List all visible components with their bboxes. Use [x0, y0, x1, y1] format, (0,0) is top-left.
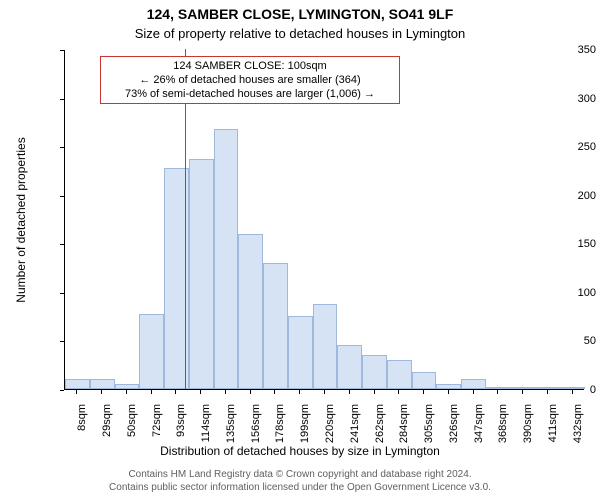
y-tick-label: 250 [540, 141, 596, 153]
x-tick-label: 432sqm [572, 404, 584, 454]
x-tick-label: 241sqm [349, 404, 361, 454]
attribution-text: Contains HM Land Registry data © Crown c… [0, 469, 600, 494]
histogram-bar [461, 379, 486, 389]
x-tick-mark [349, 390, 350, 394]
y-tick-label: 350 [540, 44, 596, 56]
x-tick-mark [522, 390, 523, 394]
y-tick-label: 150 [540, 238, 596, 250]
x-tick-mark [274, 390, 275, 394]
x-tick-label: 199sqm [299, 404, 311, 454]
x-tick-label: 8sqm [76, 404, 88, 454]
y-tick-label: 50 [540, 335, 596, 347]
x-tick-label: 368sqm [497, 404, 509, 454]
histogram-bar [436, 384, 461, 389]
histogram-bar [412, 372, 437, 389]
x-tick-label: 156sqm [250, 404, 262, 454]
y-tick-mark [60, 99, 64, 100]
histogram-bar [288, 316, 313, 389]
histogram-bar [139, 314, 164, 389]
y-tick-mark [60, 293, 64, 294]
attribution-line2: Contains public sector information licen… [0, 482, 600, 495]
y-axis-label: Number of detached properties [14, 50, 28, 390]
x-tick-label: 326sqm [448, 404, 460, 454]
y-tick-label: 200 [540, 190, 596, 202]
y-tick-label: 300 [540, 93, 596, 105]
y-tick-mark [60, 390, 64, 391]
x-tick-mark [200, 390, 201, 394]
x-tick-label: 284sqm [398, 404, 410, 454]
x-tick-mark [423, 390, 424, 394]
x-tick-mark [250, 390, 251, 394]
x-tick-mark [398, 390, 399, 394]
x-tick-label: 220sqm [324, 404, 336, 454]
x-tick-mark [572, 390, 573, 394]
histogram-bar [511, 387, 536, 389]
x-tick-label: 114sqm [200, 404, 212, 454]
x-tick-mark [101, 390, 102, 394]
histogram-bar [337, 345, 362, 389]
histogram-bar [313, 304, 338, 389]
chart-title-line1: 124, SAMBER CLOSE, LYMINGTON, SO41 9LF [0, 6, 600, 22]
y-tick-mark [60, 147, 64, 148]
annotation-line2: ← 26% of detached houses are smaller (36… [107, 74, 393, 88]
x-tick-label: 178sqm [274, 404, 286, 454]
histogram-bar [486, 387, 511, 389]
histogram-bar [362, 355, 387, 389]
x-tick-mark [126, 390, 127, 394]
histogram-bar [263, 263, 288, 389]
y-tick-mark [60, 50, 64, 51]
x-tick-mark [374, 390, 375, 394]
x-tick-mark [497, 390, 498, 394]
x-tick-label: 72sqm [151, 404, 163, 454]
histogram-bar [189, 159, 214, 389]
y-tick-label: 100 [540, 287, 596, 299]
histogram-bar [387, 360, 412, 389]
histogram-bar [238, 234, 263, 389]
annotation-box: 124 SAMBER CLOSE: 100sqm ← 26% of detach… [100, 56, 400, 104]
x-tick-label: 411sqm [547, 404, 559, 454]
x-tick-label: 135sqm [225, 404, 237, 454]
histogram-bar [65, 379, 90, 389]
y-tick-label: 0 [540, 384, 596, 396]
x-tick-mark [547, 390, 548, 394]
x-tick-label: 390sqm [522, 404, 534, 454]
y-tick-mark [60, 244, 64, 245]
y-tick-mark [60, 341, 64, 342]
x-tick-label: 262sqm [374, 404, 386, 454]
x-tick-mark [299, 390, 300, 394]
x-tick-mark [76, 390, 77, 394]
histogram-bar [115, 384, 140, 389]
histogram-bar [90, 379, 115, 389]
x-tick-label: 50sqm [126, 404, 138, 454]
x-tick-mark [175, 390, 176, 394]
x-tick-mark [225, 390, 226, 394]
x-tick-label: 347sqm [473, 404, 485, 454]
x-tick-mark [473, 390, 474, 394]
attribution-line1: Contains HM Land Registry data © Crown c… [0, 469, 600, 482]
y-tick-mark [60, 196, 64, 197]
x-tick-mark [324, 390, 325, 394]
x-tick-label: 29sqm [101, 404, 113, 454]
annotation-line1: 124 SAMBER CLOSE: 100sqm [107, 60, 393, 74]
x-tick-label: 93sqm [175, 404, 187, 454]
x-tick-mark [151, 390, 152, 394]
annotation-line3: 73% of semi-detached houses are larger (… [107, 88, 393, 102]
histogram-bar [214, 129, 239, 389]
x-tick-label: 305sqm [423, 404, 435, 454]
chart-title-line2: Size of property relative to detached ho… [0, 26, 600, 41]
x-tick-mark [448, 390, 449, 394]
